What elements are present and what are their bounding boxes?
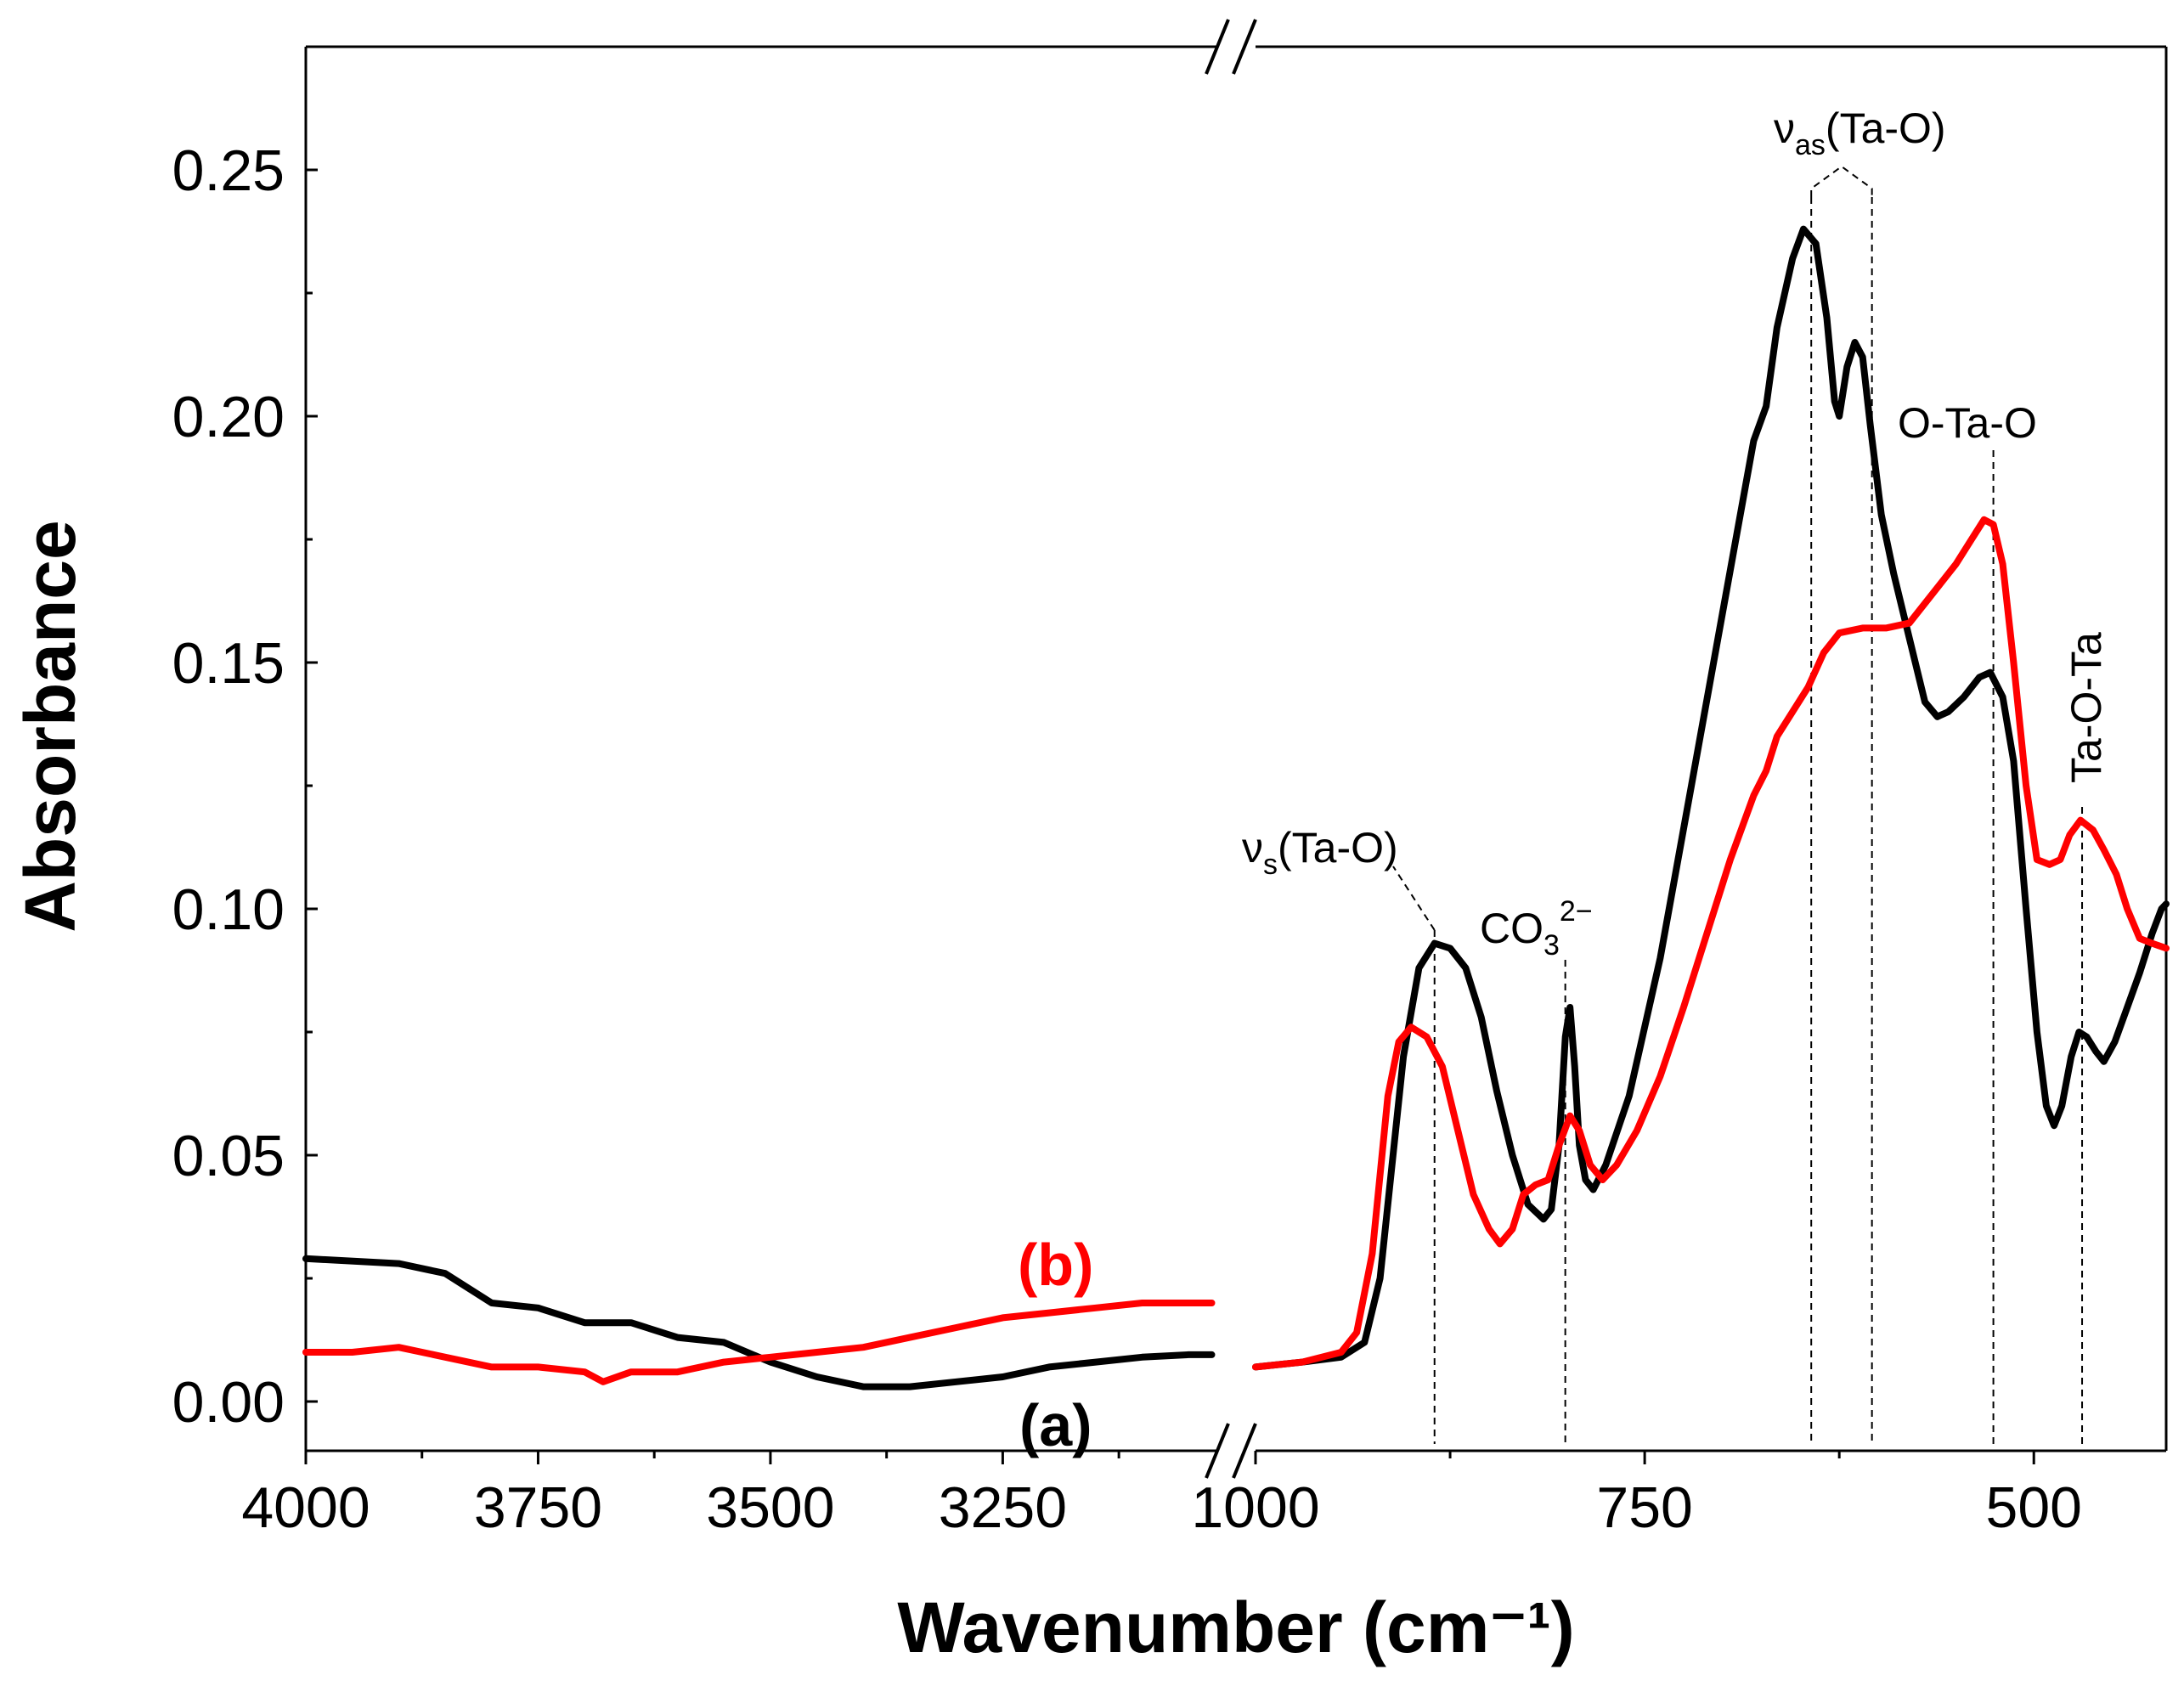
y-tick-label: 0.10 [172, 877, 285, 942]
y-tick-label: 0.05 [172, 1124, 285, 1188]
x-tick-label: 3500 [706, 1475, 834, 1540]
annotation-co3-sup: 2− [1560, 895, 1593, 928]
annotation-dashed-line [1392, 866, 1436, 931]
y-axis-ticks: 0.00 0.05 0.10 0.15 0.20 0.25 [172, 45, 318, 1435]
annotation-vs-sub: s [1263, 849, 1278, 881]
x-axis-ticks: 4000 3750 3500 3250 1000 750 500 [241, 1451, 2082, 1540]
y-axis-title: Absorbance [10, 520, 90, 932]
annotation-ta-o-ta: Ta-O-Ta [2063, 632, 2110, 783]
annotation-vas-rest: (Ta-O) [1826, 104, 1946, 152]
annotation-dashed-line [1810, 165, 1873, 197]
break-slash [1205, 1423, 1230, 1479]
curve-label-b: (b) [1018, 1232, 1093, 1298]
x-tick-label: 4000 [241, 1475, 370, 1540]
x-tick-label: 1000 [1191, 1475, 1319, 1540]
y-tick-label: 0.15 [172, 631, 285, 696]
y-tick-label: 0.25 [172, 138, 285, 203]
spectra-curves [302, 225, 2170, 1390]
y-tick-label: 0.00 [172, 1370, 285, 1435]
x-axis-title: Wavenumber (cm⁻¹) [897, 1588, 1574, 1667]
x-tick-label: 750 [1596, 1475, 1692, 1540]
break-slash [1205, 19, 1230, 75]
annotation-o-ta-o: O-Ta-O [1898, 399, 2037, 447]
curve-label-a: (a) [1019, 1392, 1092, 1458]
x-tick-label: 500 [1986, 1475, 2082, 1540]
series-a-line-low [1252, 225, 2170, 1371]
axis-break-marks [1205, 19, 1257, 1479]
annotation-vs-ta-o: νs(Ta-O) [1242, 824, 1398, 881]
series-b-line-low [1252, 516, 2170, 1371]
break-slash [1232, 19, 1257, 75]
annotation-vs-main: ν [1242, 824, 1263, 871]
x-tick-label: 3250 [939, 1475, 1067, 1540]
series-b-line-high [302, 1300, 1216, 1385]
break-slash [1232, 1423, 1257, 1479]
annotation-vs-rest: (Ta-O) [1278, 824, 1398, 871]
annotation-vas-ta-o: νas(Ta-O) [1774, 104, 1946, 161]
annotation-co3-sub: 3 [1543, 929, 1560, 962]
annotation-vas-main: ν [1774, 104, 1795, 152]
x-tick-label: 3750 [474, 1475, 602, 1540]
annotation-co3: CO32− [1480, 895, 1593, 962]
annotation-vas-sub: as [1795, 129, 1826, 161]
y-tick-label: 0.20 [172, 385, 285, 449]
annotation-co3-main: CO [1480, 905, 1543, 952]
series-a-line-high [302, 1255, 1216, 1390]
annotation-lines [1392, 165, 2084, 1444]
plot-frame [304, 45, 2168, 1452]
